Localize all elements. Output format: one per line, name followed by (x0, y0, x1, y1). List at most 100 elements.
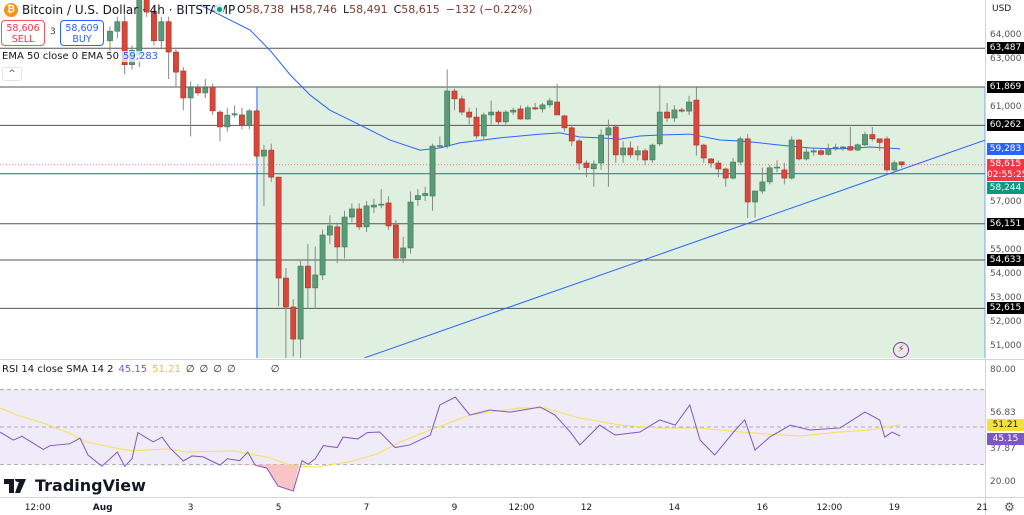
candle-body (517, 108, 524, 120)
candle-body (744, 138, 751, 203)
time-tick: 3 (187, 503, 194, 513)
candle-body (524, 107, 531, 120)
price-tick: 64,000 (990, 30, 1022, 40)
symbol-header[interactable]: ₿ Bitcoin / U.S. Dollar · 4h · BITSTAMP (4, 1, 235, 19)
candle (620, 141, 626, 163)
candle-body (451, 90, 458, 100)
candle (502, 110, 509, 125)
candle-body (664, 111, 670, 119)
time-tick: 12:00 (508, 503, 535, 513)
candle-body (561, 115, 568, 129)
candle (876, 138, 883, 151)
lightning-icon[interactable]: ⚡ (893, 342, 909, 358)
level-price-tag: 56,151 (987, 217, 1024, 230)
candle (891, 160, 898, 173)
candle-body (766, 167, 773, 183)
candle (656, 85, 663, 147)
candle (319, 229, 326, 280)
candle (231, 105, 238, 118)
candle-body (840, 146, 846, 149)
close-label: C (393, 3, 402, 16)
candle (209, 83, 216, 115)
candle (261, 144, 267, 206)
ema-legend-label: EMA 50 close 0 EMA 50 (2, 51, 120, 62)
candle-body (143, 0, 150, 13)
candle-body (268, 149, 275, 178)
candle-body (590, 163, 597, 170)
candle (165, 16, 172, 80)
rsi-legend-value: 45.15 (118, 364, 148, 375)
candle (407, 191, 414, 254)
candle (107, 26, 113, 53)
candle-body (283, 277, 289, 308)
candle-body (290, 306, 297, 340)
rsi-tag: 45.15 (987, 433, 1024, 446)
main-pane (0, 0, 985, 358)
candle (187, 81, 194, 137)
time-tick: 16 (756, 503, 769, 513)
buy-button[interactable]: 58,609 BUY (60, 20, 104, 46)
candle-body (400, 247, 407, 259)
level-price-tag: 52,615 (987, 302, 1024, 315)
settings-gear-icon[interactable]: ⚙ (1004, 500, 1015, 514)
candle-body (730, 161, 736, 179)
candle (744, 134, 751, 218)
candle-body (832, 146, 839, 149)
tradingview-logo[interactable]: TradingView (4, 476, 146, 495)
ohlc-readout: O58,738 H58,746 L58,491 C58,615 −132 (−0… (237, 3, 532, 16)
candle (370, 198, 377, 214)
candle-body (326, 225, 333, 236)
high-value: 58,746 (298, 3, 337, 16)
candle-body (312, 274, 319, 289)
candle (305, 244, 311, 309)
candle-body (261, 149, 267, 157)
candle-body (862, 134, 868, 146)
market-open-status-icon (214, 4, 224, 14)
candle-body (239, 114, 245, 126)
candle (495, 110, 502, 125)
rsi-legend[interactable]: RSI 14 close SMA 14 2 45.15 51.21 ∅ ∅ ∅ … (2, 364, 279, 375)
candle-body (678, 109, 685, 112)
candle-body (385, 202, 392, 227)
candle (840, 146, 846, 151)
candle-body (810, 150, 817, 153)
candle (774, 160, 780, 173)
candle-body (407, 201, 414, 249)
candle (458, 95, 465, 115)
candle-body (231, 113, 238, 116)
candle (539, 102, 546, 113)
rsi-tick: 37.87 (990, 443, 1016, 454)
candle-body (700, 144, 707, 159)
candle (348, 203, 355, 223)
candle (605, 119, 612, 187)
support-price-tag: 58,244 (987, 181, 1024, 194)
candle-body (180, 70, 187, 99)
candle (686, 95, 692, 115)
candle-body (436, 145, 443, 147)
candle-body (634, 150, 641, 156)
candle (202, 79, 209, 99)
candle (422, 186, 429, 202)
candle (143, 0, 150, 17)
collapse-legend-button[interactable]: ^ (2, 67, 22, 81)
sell-button[interactable]: 58,606 SELL (1, 20, 45, 46)
candle (392, 220, 399, 261)
candle-body (825, 148, 832, 155)
candle (429, 143, 436, 211)
candle-body (107, 30, 113, 42)
candle-body (348, 208, 355, 218)
candle-body (818, 150, 824, 155)
ema-legend[interactable]: EMA 50 close 0 EMA 50 59,283 (2, 51, 159, 62)
time-tick: Aug (92, 503, 113, 513)
candle (796, 138, 802, 161)
candle (715, 160, 722, 178)
candle-body (510, 109, 517, 113)
candle-body (752, 190, 758, 203)
candle (173, 47, 179, 87)
candle-body (854, 144, 861, 151)
candle (818, 148, 824, 156)
na-value: ∅ (270, 364, 280, 375)
level-price-tag: 60,262 (987, 119, 1024, 132)
candle (583, 160, 590, 178)
